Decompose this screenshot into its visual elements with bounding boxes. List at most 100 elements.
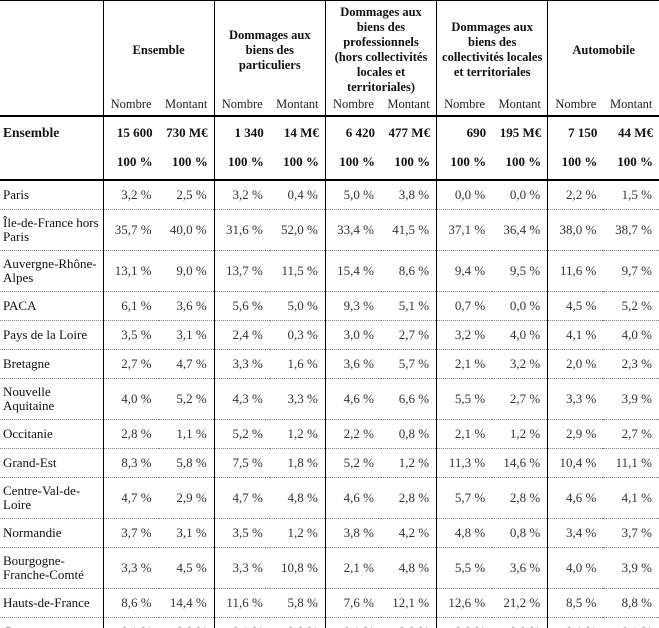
- value-cell: 4,6 %: [325, 378, 381, 420]
- value-cell: 4,3 %: [214, 378, 270, 420]
- subheader-ensemble-nombre: Nombre: [103, 97, 159, 117]
- value-cell: 1,2 %: [380, 448, 438, 478]
- table-body: Ensemble 15 600 100 % 730 M€ 100 % 1 340 100 %…: [0, 116, 659, 628]
- value-cell: 6,1 %: [103, 291, 159, 321]
- value-cell: 3,7 %: [603, 518, 659, 548]
- value-cell: 2,9 %: [547, 419, 604, 449]
- value-cell: 4,0 %: [492, 320, 549, 350]
- value-cell: 0,0 %: [492, 617, 549, 628]
- value-cell: 3,3 %: [214, 547, 270, 589]
- totals-percent: 100 %: [171, 154, 208, 169]
- totals-value-cell: 7 150 100 %: [547, 116, 604, 181]
- totals-percent: 100 %: [617, 154, 653, 169]
- value-cell: 2,4 %: [214, 320, 270, 350]
- totals-percent: 100 %: [228, 154, 264, 169]
- region-label: Normandie: [0, 518, 104, 548]
- totals-value: 195 M€: [499, 125, 542, 140]
- value-cell: 0,8 %: [380, 419, 438, 449]
- column-group-automobile: Automobile: [547, 0, 659, 97]
- subheader-particuliers-nombre: Nombre: [214, 97, 270, 117]
- value-cell: 10,8 %: [269, 547, 326, 589]
- totals-row: Ensemble 15 600 100 % 730 M€ 100 % 1 340 100 %…: [0, 116, 659, 181]
- value-cell: 5,0 %: [269, 291, 326, 321]
- value-cell: 3,2 %: [436, 320, 493, 350]
- value-cell: 15,4 %: [325, 250, 381, 292]
- value-cell: 10,4 %: [547, 448, 604, 478]
- value-cell: 13,7 %: [214, 250, 270, 292]
- value-cell: 37,1 %: [436, 209, 493, 251]
- column-group-collectivites: Dommages aux biens des collectivités loc…: [436, 0, 549, 97]
- subheader-row: Nombre Montant Nombre Montant Nombre Montant N…: [0, 97, 659, 117]
- region-label: Centre-Val-de-Loire: [0, 477, 104, 519]
- value-cell: 38,0 %: [547, 209, 604, 251]
- value-cell: 3,2 %: [214, 180, 270, 210]
- value-cell: 3,8 %: [380, 180, 438, 210]
- value-cell: 6,6 %: [380, 378, 438, 420]
- value-cell: 8,3 %: [103, 448, 159, 478]
- value-cell: 5,2 %: [603, 291, 659, 321]
- value-cell: 38,7 %: [603, 209, 659, 251]
- subheader-professionnels-nombre: Nombre: [325, 97, 381, 117]
- totals-value-cell: 14 M€ 100 %: [269, 116, 326, 181]
- value-cell: 2,0 %: [547, 349, 604, 379]
- totals-value-cell: 477 M€ 100 %: [380, 116, 438, 181]
- region-label: Grand-Est: [0, 448, 104, 478]
- value-cell: 3,2 %: [103, 180, 159, 210]
- value-cell: 3,3 %: [214, 349, 270, 379]
- value-cell: 1,6 %: [269, 349, 326, 379]
- region-row: Bourgogne-Franche-Comté 3,3 % 4,5 % 3,3 % 10…: [0, 547, 659, 589]
- region-label: Auvergne-Rhône-Alpes: [0, 250, 104, 292]
- value-cell: 3,1 %: [158, 320, 215, 350]
- value-cell: 5,2 %: [214, 419, 270, 449]
- value-cell: 3,6 %: [158, 291, 215, 321]
- value-cell: 4,6 %: [325, 477, 381, 519]
- region-row: Bretagne 2,7 % 4,7 % 3,3 % 1,6 % 3,6 % 5,7 % 2,…: [0, 349, 659, 379]
- totals-value: 44 M€: [617, 125, 653, 140]
- totals-value-cell: 1 340 100 %: [214, 116, 270, 181]
- value-cell: 4,8 %: [269, 477, 326, 519]
- table-header: Ensemble Dommages aux biens des particuli…: [0, 0, 659, 117]
- value-cell: 11,5 %: [269, 250, 326, 292]
- subheader-collectivites-montant: Montant: [492, 97, 549, 117]
- region-row: Île-de-France hors Paris 35,7 % 40,0 % 31,6…: [0, 209, 659, 251]
- value-cell: 33,4 %: [325, 209, 381, 251]
- value-cell: 14,6 %: [492, 448, 549, 478]
- region-row: Auvergne-Rhône-Alpes 13,1 % 9,0 % 13,7 % 11,…: [0, 250, 659, 292]
- value-cell: 5,7 %: [436, 477, 493, 519]
- value-cell: 2,9 %: [158, 477, 215, 519]
- value-cell: 4,6 %: [547, 477, 604, 519]
- value-cell: 0,1 %: [603, 617, 659, 628]
- subheader-ensemble-montant: Montant: [158, 97, 215, 117]
- value-cell: 2,1 %: [325, 547, 381, 589]
- value-cell: 21,2 %: [492, 588, 549, 618]
- value-cell: 12,6 %: [436, 588, 493, 618]
- subheader-automobile-nombre: Nombre: [547, 97, 604, 117]
- value-cell: 3,4 %: [547, 518, 604, 548]
- value-cell: 1,8 %: [269, 448, 326, 478]
- value-cell: 4,7 %: [103, 477, 159, 519]
- value-cell: 52,0 %: [269, 209, 326, 251]
- value-cell: 4,2 %: [380, 518, 438, 548]
- value-cell: 0,0 %: [436, 617, 493, 628]
- totals-value: 6 420: [345, 125, 375, 140]
- value-cell: 9,3 %: [325, 291, 381, 321]
- totals-value: 477 M€: [388, 125, 431, 140]
- region-label: Pays de la Loire: [0, 320, 104, 350]
- region-row: Normandie 3,7 % 3,1 % 3,5 % 1,2 % 3,8 % 4,2 % 4…: [0, 518, 659, 548]
- totals-value-cell: 690 100 %: [436, 116, 493, 181]
- totals-value-cell: 15 600 100 %: [103, 116, 159, 181]
- value-cell: 0,0 %: [269, 617, 326, 628]
- totals-percent: 100 %: [116, 154, 153, 169]
- value-cell: 2,7 %: [492, 378, 549, 420]
- value-cell: 3,3 %: [103, 547, 159, 589]
- region-row: Hauts-de-France 8,6 % 14,4 % 11,6 % 5,8 % 7,6…: [0, 588, 659, 618]
- value-cell: 4,1 %: [603, 477, 659, 519]
- column-group-professionnels: Dommages aux biens des professionnels (h…: [325, 0, 438, 97]
- value-cell: 2,2 %: [547, 180, 604, 210]
- value-cell: 2,7 %: [103, 349, 159, 379]
- value-cell: 2,8 %: [103, 419, 159, 449]
- value-cell: 5,1 %: [380, 291, 438, 321]
- value-cell: 8,5 %: [547, 588, 604, 618]
- totals-percent: 100 %: [450, 154, 487, 169]
